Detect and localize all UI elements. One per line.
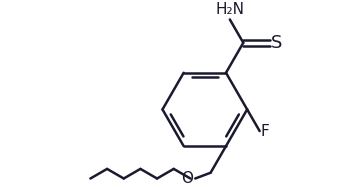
Text: H₂N: H₂N	[215, 2, 244, 17]
Text: F: F	[261, 124, 270, 139]
Text: O: O	[181, 171, 193, 186]
Text: S: S	[271, 34, 282, 52]
